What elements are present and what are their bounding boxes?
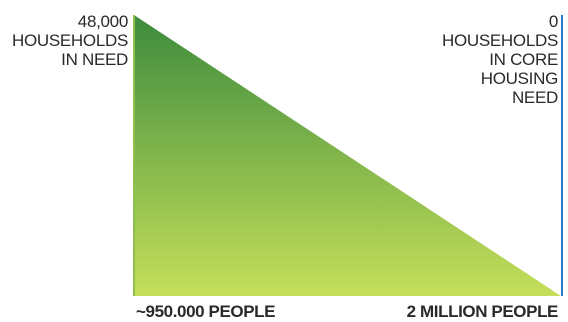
x-label-start: ~950.000 PEOPLE	[136, 302, 276, 321]
right-value-label: 0 HOUSEHOLDS IN CORE HOUSING NEED	[442, 12, 558, 107]
x-label-end: 2 MILLION PEOPLE	[406, 302, 559, 321]
left-value-line: 48,000	[77, 12, 129, 31]
right-value-line: NEED	[511, 88, 558, 107]
need-area	[134, 15, 561, 296]
left-value-line: IN NEED	[61, 50, 128, 69]
right-value-line: HOUSING	[480, 69, 559, 88]
left-value-label: 48,000 HOUSEHOLDS IN NEED	[12, 12, 128, 69]
right-value-line: IN CORE	[489, 50, 558, 69]
right-value-line: HOUSEHOLDS	[441, 31, 558, 50]
right-value-line: 0	[548, 12, 558, 31]
left-value-line: HOUSEHOLDS	[11, 31, 128, 50]
